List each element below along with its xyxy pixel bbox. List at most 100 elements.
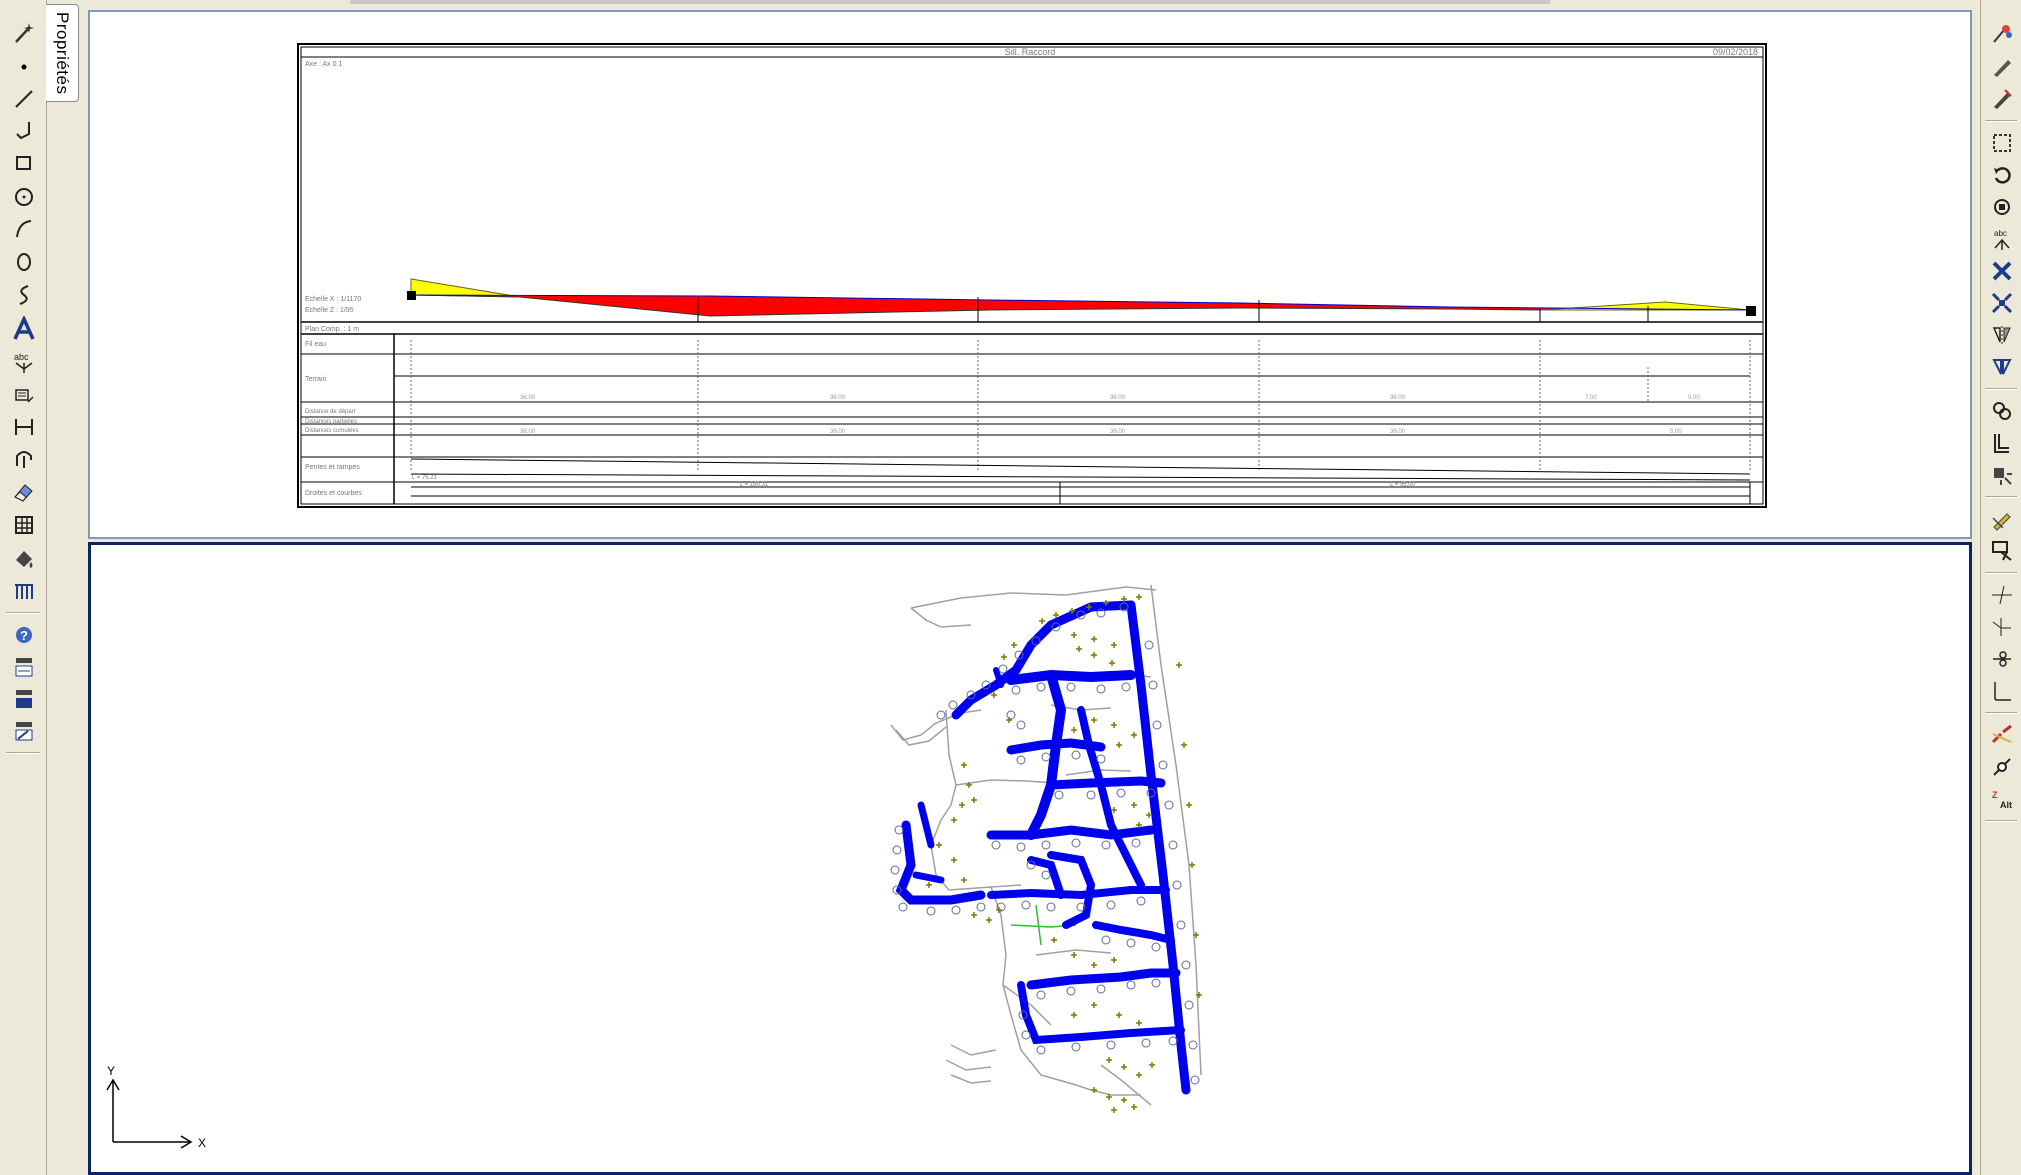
split-icon[interactable]	[1985, 536, 2019, 566]
svg-text:36.00: 36.00	[1390, 429, 1406, 435]
alt-level-icon[interactable]: Z Alt	[1985, 784, 2019, 814]
mirror-v-icon[interactable]	[1985, 320, 2019, 350]
spline-icon[interactable]	[6, 280, 42, 310]
dimension-icon[interactable]	[6, 412, 42, 442]
help-icon[interactable]: ?	[6, 620, 42, 650]
join-icon[interactable]	[1985, 752, 2019, 782]
band-label-partial-distance: Distances partielles	[305, 419, 357, 425]
svg-text:36.00: 36.00	[520, 395, 536, 401]
offset-icon[interactable]	[1985, 428, 2019, 458]
svg-text:36.00: 36.00	[830, 395, 846, 401]
profile-end-marker	[1746, 306, 1756, 316]
extend-icon[interactable]	[1985, 612, 2019, 642]
pencil-icon[interactable]	[1985, 52, 2019, 82]
toolbar-separator	[1985, 120, 2017, 122]
alignment-label-1: L = 160.31	[740, 482, 769, 488]
table-icon[interactable]	[6, 576, 42, 606]
y-axis-label: Y	[107, 1064, 115, 1078]
text-icon[interactable]	[6, 314, 42, 344]
scale-icon[interactable]: abc	[1985, 224, 2019, 254]
profile-date: 09/02/2018	[1713, 47, 1758, 57]
delete-icon[interactable]	[1985, 256, 2019, 286]
mirror-h-icon[interactable]	[1985, 352, 2019, 382]
datum-note: Plan Comp. : 1 m	[305, 326, 359, 333]
profile-drawing: Sill. Raccord 09/02/2018 Axe : Ax 0.1 Ec…	[297, 43, 1767, 508]
plan-view[interactable]: Y X	[88, 542, 1972, 1175]
layer-icon[interactable]	[6, 652, 42, 682]
toolbar-separator	[1985, 572, 2017, 574]
band-label-terrain: Terrain	[305, 376, 327, 383]
ellipse-icon[interactable]	[6, 247, 42, 277]
svg-text:36.00: 36.00	[520, 429, 536, 435]
rotate-copy-icon[interactable]	[1985, 192, 2019, 222]
svg-text:36.00: 36.00	[1110, 429, 1126, 435]
svg-text:36.00: 36.00	[1110, 395, 1126, 401]
scale-x-note: Echelle X : 1/1170	[305, 296, 361, 303]
snap-icon[interactable]	[1985, 20, 2019, 50]
rectangle-icon[interactable]	[6, 148, 42, 178]
plan-drawing: Y X	[106, 584, 1202, 1150]
section-icon[interactable]	[6, 444, 42, 474]
profile-title: Sill. Raccord	[1005, 47, 1056, 57]
slope-label-1: L = 75.21	[412, 475, 438, 481]
eraser-icon[interactable]	[6, 477, 42, 507]
svg-text:36.00: 36.00	[830, 429, 846, 435]
pen-icon[interactable]	[1985, 84, 2019, 114]
polyline-icon[interactable]	[6, 116, 42, 146]
rotate-icon[interactable]	[1985, 160, 2019, 190]
fill-icon[interactable]	[6, 544, 42, 574]
hatch-icon[interactable]	[6, 510, 42, 540]
cut-area	[411, 295, 1610, 316]
svg-text:Z: Z	[1992, 790, 1998, 800]
network-pipes	[895, 600, 1191, 1095]
ucs-axes-icon	[106, 1078, 193, 1149]
symbol-icon[interactable]: abc	[6, 347, 42, 377]
band-label-slopes: Pentes et rampes	[305, 464, 360, 471]
toolbar-separator	[1985, 820, 2017, 822]
toolbar-separator	[1985, 388, 2017, 390]
drawing-toolbar: abc ?	[0, 0, 47, 1175]
band-label-alignment: Droites et courbes	[305, 490, 362, 497]
explode-icon[interactable]	[1985, 460, 2019, 490]
band-label-cumul-distance: Distances cumulées	[305, 428, 359, 434]
alignment-label-2: L = 95.00	[1390, 482, 1416, 488]
corner-icon[interactable]	[1985, 676, 2019, 706]
profile-axis-name: Axe : Ax 0.1	[305, 61, 342, 68]
svg-text:abc: abc	[14, 352, 29, 362]
band-label-start-distance: Distance de départ	[305, 409, 356, 415]
cut-icon[interactable]	[1985, 644, 2019, 674]
svg-text:?: ?	[20, 628, 28, 643]
toolbar-separator	[6, 752, 40, 754]
svg-text:Alt: Alt	[2000, 800, 2012, 810]
svg-text:7.00: 7.00	[1585, 395, 1597, 401]
fill-area-start	[410, 278, 521, 298]
circle-icon[interactable]	[6, 182, 42, 212]
stretch-icon[interactable]	[1985, 288, 2019, 318]
trim-icon[interactable]	[1985, 580, 2019, 610]
layer-fill-icon[interactable]	[6, 684, 42, 714]
profile-start-marker	[407, 291, 416, 300]
line-icon[interactable]	[6, 84, 42, 114]
profile-view[interactable]: Sill. Raccord 09/02/2018 Axe : Ax 0.1 Ec…	[88, 10, 1972, 539]
properties-tab[interactable]: Propriétés	[46, 4, 79, 102]
break-icon[interactable]	[1985, 720, 2019, 750]
toolbar-separator	[1985, 712, 2017, 714]
magic-wand-icon[interactable]	[6, 18, 42, 48]
modify-toolbar: abc Z Alt	[1980, 0, 2021, 1175]
svg-text:36.00: 36.00	[1390, 395, 1406, 401]
edit-pencil-icon[interactable]	[1985, 504, 2019, 534]
layer-edit-icon[interactable]	[6, 716, 42, 746]
select-window-icon[interactable]	[1985, 128, 2019, 158]
scale-z-note: Echelle Z : 1/95	[305, 307, 354, 314]
manholes	[890, 602, 1200, 1085]
svg-text:5.00: 5.00	[1688, 395, 1700, 401]
block-icon[interactable]	[6, 380, 42, 410]
array-icon[interactable]	[1985, 396, 2019, 426]
survey-points	[926, 594, 1202, 1113]
window-edge	[350, 0, 1550, 4]
band-label-water: Fil eau	[305, 341, 326, 348]
point-icon[interactable]	[6, 52, 42, 82]
svg-text:abc: abc	[1994, 229, 2007, 238]
arc-icon[interactable]	[6, 214, 42, 244]
x-axis-label: X	[198, 1136, 206, 1150]
